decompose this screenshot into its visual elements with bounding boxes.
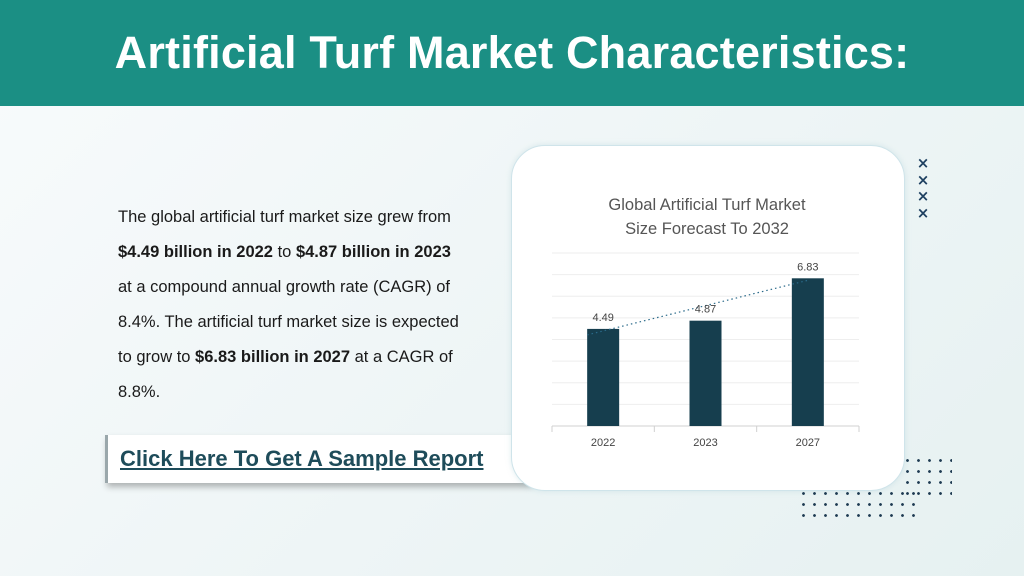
- header-banner: Artificial Turf Market Characteristics:: [0, 0, 1024, 106]
- x-tick-label-2023: 2023: [693, 437, 717, 449]
- page-title: Artificial Turf Market Characteristics:: [114, 27, 910, 78]
- desc-highlight-2022: $4.49 billion in 2022: [118, 243, 273, 261]
- trendline: [587, 279, 808, 336]
- dot-grid-decoration: [798, 488, 922, 518]
- desc-text-3: at a compound annual growth rate (CAGR) …: [118, 278, 459, 366]
- data-label-2023: 4.87: [695, 304, 716, 316]
- desc-text-4: at a CAGR of 8.8%.: [118, 348, 453, 401]
- desc-text-2: to: [273, 243, 296, 261]
- data-label-2022: 4.49: [592, 312, 613, 324]
- market-description: The global artificial turf market size g…: [118, 200, 468, 410]
- data-label-2027: 6.83: [797, 261, 818, 273]
- bar-2023: [689, 320, 722, 426]
- bar-chart: Global Artificial Turf Market Size Forec…: [551, 196, 860, 449]
- chart-title-line-1: Global Artificial Turf Market: [608, 196, 806, 214]
- bar-2022: [587, 328, 620, 426]
- bar-2027: [791, 278, 824, 426]
- desc-highlight-2023: $4.87 billion in 2023: [295, 243, 451, 261]
- chart-labels: 4.49 2022 4.87 2023 6.83 2027: [591, 261, 820, 449]
- sample-report-link[interactable]: Click Here To Get A Sample Report: [120, 446, 484, 471]
- sample-report-button[interactable]: Click Here To Get A Sample Report: [105, 435, 530, 483]
- x-marks-decoration: × × × ×: [916, 154, 930, 222]
- chart-bars: [587, 278, 824, 426]
- chart-card: Global Artificial Turf Market Size Forec…: [511, 145, 905, 491]
- chart-trendline: [587, 279, 808, 336]
- x-tick-label-2022: 2022: [591, 437, 615, 449]
- desc-text-1: The global artificial turf market size g…: [118, 208, 451, 226]
- chart-title-line-2: Size Forecast To 2032: [625, 220, 789, 238]
- x-tick-label-2027: 2027: [796, 437, 820, 449]
- desc-highlight-2027: $6.83 billion in 2027: [195, 348, 351, 366]
